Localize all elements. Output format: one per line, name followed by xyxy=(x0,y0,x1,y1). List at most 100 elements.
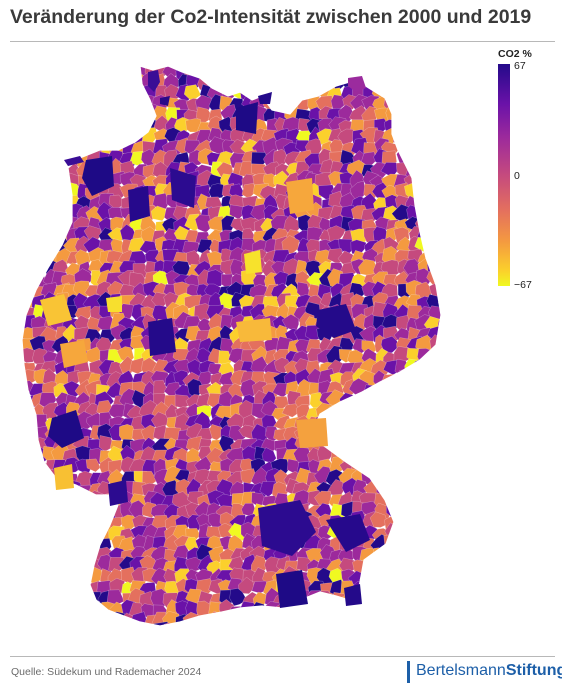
district-cell xyxy=(53,120,73,137)
district-cell xyxy=(22,546,28,564)
district-cell xyxy=(429,241,441,259)
district-cell xyxy=(22,270,36,286)
district-cell xyxy=(427,140,441,159)
district-cell xyxy=(439,588,441,608)
district-cell xyxy=(417,402,436,419)
district-cell xyxy=(22,148,28,168)
district-cell xyxy=(346,428,366,446)
district-cell xyxy=(32,202,50,220)
district-cell xyxy=(22,224,30,246)
district-cell xyxy=(28,140,46,156)
district-cell xyxy=(22,394,27,410)
district-cell xyxy=(40,569,59,585)
district-cell xyxy=(329,622,349,626)
district-cell xyxy=(414,603,433,621)
district-cell xyxy=(121,108,139,124)
district-cell xyxy=(393,404,413,422)
district-cell xyxy=(22,614,38,626)
district-cell xyxy=(22,524,27,541)
district-cell xyxy=(31,570,49,588)
district-cell xyxy=(436,161,441,180)
district-cell xyxy=(50,558,69,578)
district-cell xyxy=(406,136,423,157)
district-cell xyxy=(418,559,437,576)
district-cell xyxy=(297,627,312,641)
district-cell xyxy=(51,171,70,189)
district-cell xyxy=(76,503,95,520)
district-cell xyxy=(414,580,433,595)
district-cell xyxy=(65,140,85,156)
district-lowpoint xyxy=(296,418,328,448)
district-cell xyxy=(326,600,343,621)
district-cell xyxy=(63,579,85,597)
district-cell xyxy=(22,428,26,446)
district-cell xyxy=(383,459,403,477)
district-cell xyxy=(381,613,402,626)
district-cell xyxy=(74,613,90,626)
district-cell xyxy=(45,127,62,145)
district-cell xyxy=(151,66,167,68)
district-cell xyxy=(426,248,441,268)
district-cell xyxy=(406,83,422,102)
district-cell xyxy=(405,614,423,626)
district-cell xyxy=(404,126,423,144)
district-cell xyxy=(228,614,247,626)
district-cell xyxy=(415,455,434,476)
district-lowpoint xyxy=(54,464,74,490)
district-cell xyxy=(440,434,441,453)
district-cell xyxy=(391,544,409,564)
district-cell xyxy=(30,580,48,597)
district-cell xyxy=(22,74,38,93)
district-cell xyxy=(439,338,441,355)
district-cell xyxy=(44,185,62,202)
district-cell xyxy=(438,95,441,113)
district-cell xyxy=(54,66,72,82)
district-cell xyxy=(108,94,126,111)
district-cell xyxy=(173,66,193,69)
district-cell xyxy=(405,445,424,464)
district-cell xyxy=(359,589,378,609)
district-cell xyxy=(438,284,441,301)
district-cell xyxy=(250,66,272,68)
district-cell xyxy=(106,66,125,79)
island-sylt xyxy=(148,70,160,92)
district-cell xyxy=(198,614,215,626)
district-cell xyxy=(437,524,441,544)
district-cell xyxy=(207,66,225,79)
district-cell xyxy=(63,570,81,588)
district-cell xyxy=(281,403,302,418)
district-cell xyxy=(28,119,48,135)
district-cell xyxy=(327,426,346,443)
district-cell xyxy=(391,436,413,453)
district-cell xyxy=(53,612,69,626)
district-cell xyxy=(31,229,49,245)
district-cell xyxy=(395,535,413,553)
district-cell xyxy=(22,449,40,468)
district-cell xyxy=(306,609,326,626)
district-cell xyxy=(428,66,441,81)
district-cell xyxy=(99,120,115,137)
district-cell xyxy=(416,612,436,626)
district-cell xyxy=(63,85,84,103)
district-cell xyxy=(42,103,61,123)
district-cell xyxy=(22,293,26,311)
district-cell xyxy=(362,602,382,620)
district-cell xyxy=(33,546,51,564)
district-cell xyxy=(32,66,50,70)
district-cell xyxy=(436,577,441,595)
district-cell xyxy=(30,94,50,113)
district-cell xyxy=(405,390,424,408)
district-cell xyxy=(394,512,413,529)
district-cell xyxy=(383,425,401,443)
district-cell xyxy=(63,514,80,532)
district-cell xyxy=(326,66,345,81)
district-cell xyxy=(282,73,305,92)
district-cell xyxy=(395,480,412,497)
district-cell xyxy=(393,614,411,626)
district-cell xyxy=(386,413,405,431)
district-cell xyxy=(54,592,72,609)
district-cell xyxy=(100,104,117,124)
district-cell xyxy=(217,66,235,69)
district-cell xyxy=(360,611,381,626)
district-cell xyxy=(426,414,441,433)
